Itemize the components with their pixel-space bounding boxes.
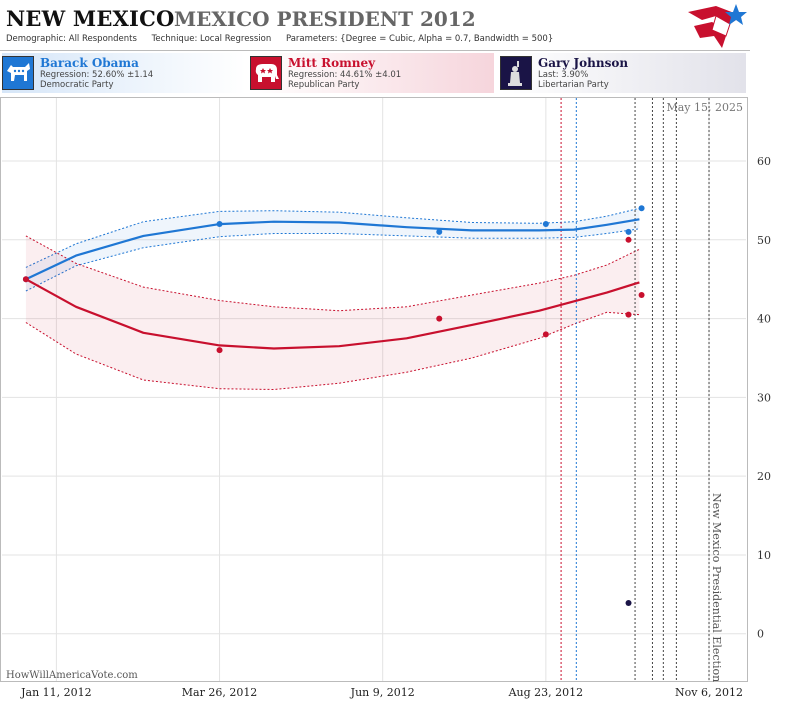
y-tick-label: 0 [757,628,764,641]
candidate-party: Republican Party [288,80,360,90]
donkey-icon [2,56,34,90]
x-tick-label: Jun 9, 2012 [350,686,415,699]
x-tick-label: Aug 23, 2012 [508,686,584,699]
elephant-icon [250,56,282,90]
candidate-card-obama: Barack Obama Regression: 52.60% ±1.14 De… [2,53,246,93]
mitt-romney-poll-point [625,311,632,318]
mitt-romney-trend-line [25,278,640,350]
parameters-line: Demographic: All Respondents Technique: … [6,34,553,44]
technique-label: Technique: [151,34,198,44]
barack-obama-confidence-band [25,208,640,291]
barack-obama-poll-point [542,221,549,228]
barack-obama-poll-point [216,221,223,228]
mitt-romney-poll-point [22,276,29,283]
current-date-label: May 15, 2025 [666,101,743,114]
race-title: MEXICO PRESIDENT 2012 [174,7,476,31]
page-header: NEW MEXICO MEXICO PRESIDENT 2012 Demogra… [0,0,789,50]
poll-chart: 0 10 20 30 40 50 60 Jan 11, 2012 Mar 26, 2012 Ju… [0,97,771,699]
mitt-romney-band-lower [25,311,640,391]
candidate-card-romney: Mitt Romney Regression: 44.61% ±4.01 Rep… [250,53,494,93]
mitt-romney-poll-point [625,236,632,243]
candidate-stat: Last: 3.90% [538,70,589,80]
barack-obama-poll-point [625,228,632,235]
y-tick-label: 30 [757,391,771,404]
candidate-card-johnson: Gary Johnson Last: 3.90% Libertarian Par… [500,53,746,93]
barack-obama-trend-line [25,218,640,281]
parameters-value: {Degree = Cubic, Alpha = 0.7, Bandwidth … [340,34,554,44]
y-tick-label: 40 [757,313,771,326]
mitt-romney-confidence-band [25,235,640,390]
header-divider [0,50,750,51]
mitt-romney-poll-point [542,331,549,338]
y-tick-label: 50 [757,234,771,247]
barack-obama-band-upper [25,207,640,268]
demographic-value: All Respondents [68,34,137,44]
x-tick-label: Nov 6, 2012 [675,686,743,699]
y-tick-label: 60 [757,155,771,168]
barack-obama-band-lower [25,228,640,292]
candidate-stat: Regression: 44.61% ±4.01 [288,70,402,80]
candidate-name: Gary Johnson [538,56,629,70]
y-tick-label: 10 [757,549,771,562]
site-logo-icon [688,4,747,48]
plot-frame [0,97,748,682]
y-tick-label: 20 [757,470,771,483]
candidate-party: Libertarian Party [538,80,609,90]
barack-obama-poll-point [436,228,443,235]
watermark: HowWillAmericaVote.com [6,670,138,681]
mitt-romney-poll-point [436,315,443,322]
candidate-party: Democratic Party [40,80,114,90]
parameters-label: Parameters: [285,34,338,44]
barack-obama-poll-point [638,205,645,212]
candidate-stat: Regression: 52.60% ±1.14 [40,70,154,80]
technique-value: Local Regression [200,34,272,44]
candidate-name: Barack Obama [40,56,139,70]
x-tick-label: Mar 26, 2012 [182,686,258,699]
demographic-label: Demographic: [6,34,67,44]
mitt-romney-band-upper [25,235,640,312]
mitt-romney-poll-point [638,291,645,298]
x-tick-label: Jan 11, 2012 [20,686,92,699]
liberty-icon [500,56,532,90]
candidate-name: Mitt Romney [288,56,376,70]
gary-johnson-poll-point [625,600,632,607]
mitt-romney-poll-point [216,347,223,354]
state-title: NEW MEXICO [6,6,175,31]
election-label: New Mexico Presidential Election [710,493,723,682]
